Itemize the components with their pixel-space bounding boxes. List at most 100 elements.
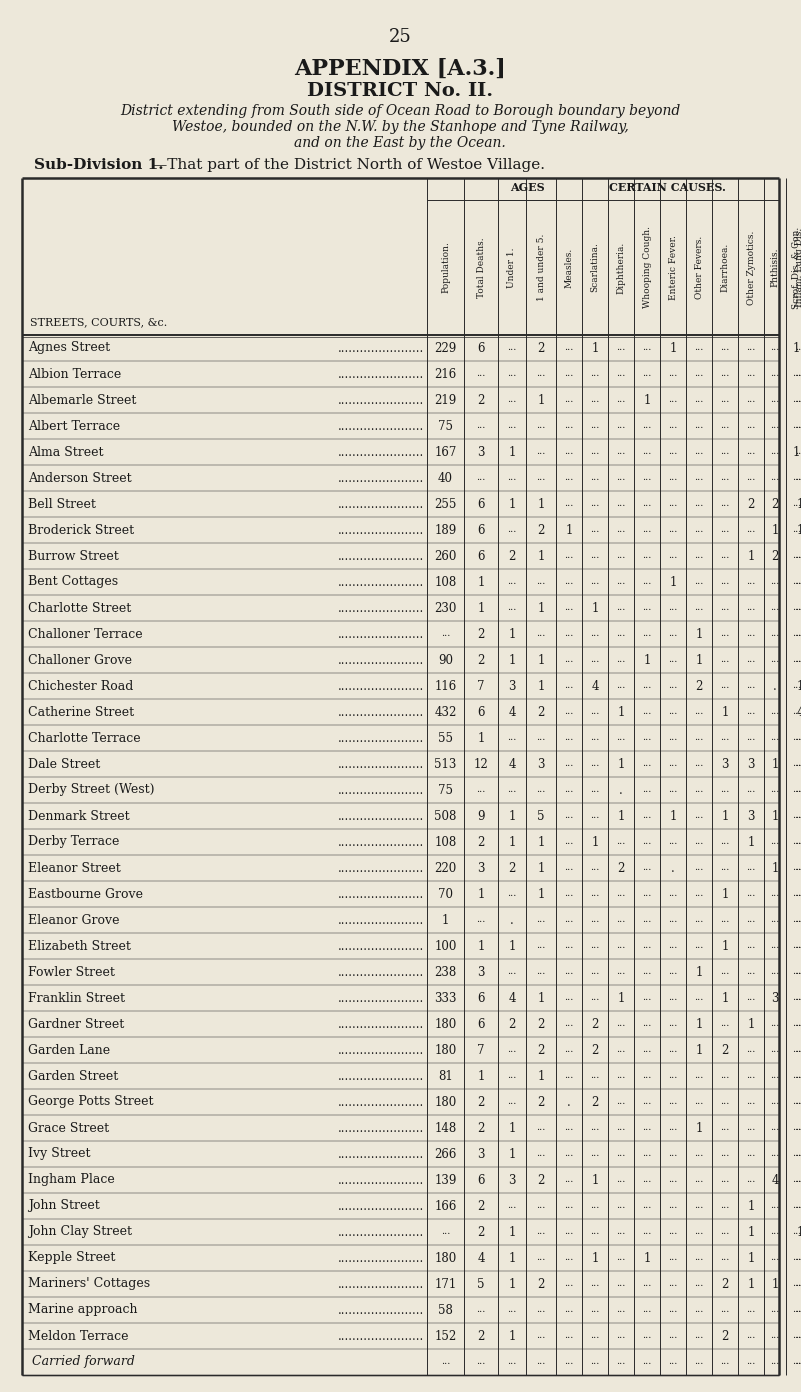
Text: Ingham Place: Ingham Place <box>28 1173 115 1186</box>
Text: ...: ... <box>507 395 517 405</box>
Text: ...: ... <box>720 604 730 612</box>
Text: Challoner Grove: Challoner Grove <box>28 653 132 667</box>
Text: 1: 1 <box>771 1278 779 1290</box>
Text: ...: ... <box>642 447 652 457</box>
Text: Alma Street: Alma Street <box>28 445 103 458</box>
Text: 12: 12 <box>473 757 489 771</box>
Text: .......................: ....................... <box>338 706 424 718</box>
Text: ...: ... <box>537 369 545 379</box>
Text: .......................: ....................... <box>338 810 424 823</box>
Text: ...: ... <box>720 838 730 846</box>
Text: ...: ... <box>668 1306 678 1314</box>
Text: 1: 1 <box>695 653 702 667</box>
Text: Agnes Street: Agnes Street <box>28 341 110 355</box>
Text: 229: 229 <box>434 341 457 355</box>
Text: 2: 2 <box>591 1096 598 1108</box>
Text: 180: 180 <box>434 1018 457 1030</box>
Text: APPENDIX [A.3.]: APPENDIX [A.3.] <box>294 58 506 79</box>
Text: Sub-Division 1.: Sub-Division 1. <box>34 159 163 173</box>
Text: ...: ... <box>792 1332 801 1340</box>
Text: ...: ... <box>771 785 779 795</box>
Text: ...: ... <box>477 785 485 795</box>
Text: STREETS, COURTS, &c.: STREETS, COURTS, &c. <box>30 317 167 327</box>
Text: 2: 2 <box>537 1173 545 1186</box>
Text: .......................: ....................... <box>338 523 424 536</box>
Text: 1: 1 <box>793 341 800 355</box>
Text: ...: ... <box>747 734 755 742</box>
Text: ...: ... <box>694 1279 704 1289</box>
Text: 108: 108 <box>434 835 457 849</box>
Text: ...: ... <box>616 344 626 352</box>
Text: 6: 6 <box>477 706 485 718</box>
Text: Anderson Street: Anderson Street <box>28 472 131 484</box>
Text: ...: ... <box>694 941 704 951</box>
Text: ...: ... <box>747 1332 755 1340</box>
Text: 1: 1 <box>796 1225 801 1239</box>
Text: ...: ... <box>590 812 600 820</box>
Text: ...: ... <box>795 473 801 483</box>
Text: Diphtheria.: Diphtheria. <box>617 241 626 294</box>
Text: 180: 180 <box>434 1096 457 1108</box>
Text: 1: 1 <box>618 991 625 1005</box>
Text: ...: ... <box>694 889 704 898</box>
Text: ...: ... <box>507 578 517 586</box>
Text: ...: ... <box>590 1150 600 1158</box>
Text: ...: ... <box>642 889 652 898</box>
Text: ...: ... <box>507 967 517 977</box>
Text: ...: ... <box>616 1332 626 1340</box>
Text: ...: ... <box>795 863 801 873</box>
Text: 2: 2 <box>537 341 545 355</box>
Text: ...: ... <box>642 1019 652 1029</box>
Text: ...: ... <box>668 1123 678 1133</box>
Text: ...: ... <box>477 369 485 379</box>
Text: 1: 1 <box>796 679 801 692</box>
Text: ...: ... <box>747 863 755 873</box>
Text: Marine approach: Marine approach <box>28 1303 138 1317</box>
Text: 1: 1 <box>537 835 545 849</box>
Text: Gardner Street: Gardner Street <box>28 1018 124 1030</box>
Text: .......................: ....................... <box>338 575 424 589</box>
Text: ...: ... <box>694 916 704 924</box>
Text: 1: 1 <box>477 940 485 952</box>
Text: ...: ... <box>795 551 801 561</box>
Text: ...: ... <box>792 1045 801 1055</box>
Text: .......................: ....................... <box>338 1251 424 1264</box>
Text: ...: ... <box>507 889 517 898</box>
Text: 1: 1 <box>591 1251 598 1264</box>
Text: ...: ... <box>795 941 801 951</box>
Text: ...: ... <box>771 369 779 379</box>
Text: ...: ... <box>720 1123 730 1133</box>
Text: ...: ... <box>792 578 801 586</box>
Text: ...: ... <box>771 578 779 586</box>
Text: 3: 3 <box>771 991 779 1005</box>
Text: ...: ... <box>590 1123 600 1133</box>
Text: ...: ... <box>747 967 755 977</box>
Text: ...: ... <box>642 760 652 768</box>
Text: ...: ... <box>792 967 801 977</box>
Text: ...: ... <box>590 1332 600 1340</box>
Text: Eastbourne Grove: Eastbourne Grove <box>28 888 143 901</box>
Text: Bell Street: Bell Street <box>28 497 96 511</box>
Text: ...: ... <box>795 1150 801 1158</box>
Text: .......................: ....................... <box>338 497 424 511</box>
Text: ...: ... <box>771 1150 779 1158</box>
Text: 2: 2 <box>477 1329 485 1342</box>
Text: ...: ... <box>668 629 678 639</box>
Text: ...: ... <box>642 734 652 742</box>
Text: ...: ... <box>537 941 545 951</box>
Text: .......................: ....................... <box>338 1303 424 1317</box>
Text: ...: ... <box>795 1357 801 1367</box>
Text: 2: 2 <box>722 1044 729 1057</box>
Text: ...: ... <box>565 1254 574 1263</box>
Text: ...: ... <box>792 838 801 846</box>
Text: 230: 230 <box>434 601 457 614</box>
Text: ...: ... <box>616 734 626 742</box>
Text: .: . <box>671 862 675 874</box>
Text: ...: ... <box>616 1306 626 1314</box>
Text: Other Zymotics.: Other Zymotics. <box>747 230 755 305</box>
Text: 167: 167 <box>434 445 457 458</box>
Text: ...: ... <box>795 604 801 612</box>
Text: 55: 55 <box>438 732 453 745</box>
Text: ...: ... <box>642 941 652 951</box>
Text: 1: 1 <box>509 835 516 849</box>
